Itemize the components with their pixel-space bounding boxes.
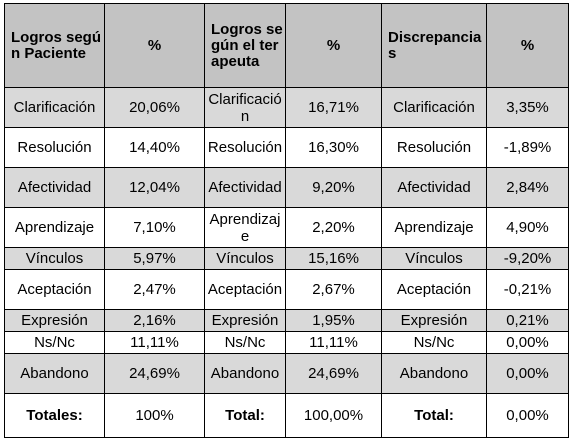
header-percent-paciente: % xyxy=(104,3,205,88)
discrepancy-item-cell: Resolución xyxy=(381,127,487,168)
discrepancy-percent-cell: 0,00% xyxy=(486,353,569,394)
discrepancy-item-cell: Abandono xyxy=(381,353,487,394)
header-logros-terapeuta: Logros según el terapeuta xyxy=(204,3,286,88)
patient-percent-cell: 24,69% xyxy=(104,353,205,394)
discrepancy-percent-cell: -0,21% xyxy=(486,269,569,310)
therapist-percent-cell: 1,95% xyxy=(285,309,382,332)
discrepancy-item-cell: Aprendizaje xyxy=(381,207,487,248)
discrepancy-item-cell: Clarificación xyxy=(381,87,487,128)
patient-item-cell: Resolución xyxy=(4,127,105,168)
discrepancy-percent-cell: 4,90% xyxy=(486,207,569,248)
therapist-percent-cell: 16,71% xyxy=(285,87,382,128)
patient-item-cell: Abandono xyxy=(4,353,105,394)
table-row: Expresión 2,16% Expresión 1,95% Expresión 0,2… xyxy=(4,309,569,332)
patient-percent-cell: 2,47% xyxy=(104,269,205,310)
discrepancy-item-cell: Ns/Nc xyxy=(381,331,487,354)
therapist-item-cell: Resolución xyxy=(204,127,286,168)
discrepancy-percent-cell: 0,21% xyxy=(486,309,569,332)
data-table-container: Logros según Paciente % Logros según el … xyxy=(4,3,569,438)
discrepancy-item-cell: Afectividad xyxy=(381,167,487,208)
therapist-item-cell: Aceptación xyxy=(204,269,286,310)
table-row: Vínculos 5,97% Vínculos 15,16% Vínculos -9,20… xyxy=(4,247,569,270)
therapist-item-cell: Aprendizaje xyxy=(204,207,286,248)
header-discrepancias: Discrepancias xyxy=(381,3,487,88)
patient-percent-cell: 11,11% xyxy=(104,331,205,354)
patient-percent-cell: 12,04% xyxy=(104,167,205,208)
patient-item-cell: Clarificación xyxy=(4,87,105,128)
table-body: Clarificación 20,06% Clarificación 16,71% Cl… xyxy=(4,87,569,394)
therapist-item-cell: Abandono xyxy=(204,353,286,394)
table-row: Aprendizaje 7,10% Aprendizaje 2,20% Aprendiz… xyxy=(4,207,569,248)
table-row: Resolución 14,40% Resolución 16,30% Resoluci… xyxy=(4,127,569,168)
discrepancy-percent-cell: 2,84% xyxy=(486,167,569,208)
totals-label-paciente: Totales: xyxy=(4,393,105,438)
therapist-item-cell: Clarificación xyxy=(204,87,286,128)
discrepancy-item-cell: Aceptación xyxy=(381,269,487,310)
header-logros-paciente: Logros según Paciente xyxy=(4,3,105,88)
table-row: Ns/Nc 11,11% Ns/Nc 11,11% Ns/Nc 0,00% xyxy=(4,331,569,354)
discrepancy-item-cell: Expresión xyxy=(381,309,487,332)
header-percent-discrepancias: % xyxy=(486,3,569,88)
patient-item-cell: Vínculos xyxy=(4,247,105,270)
therapist-percent-cell: 9,20% xyxy=(285,167,382,208)
therapist-item-cell: Vínculos xyxy=(204,247,286,270)
patient-item-cell: Aceptación xyxy=(4,269,105,310)
therapist-item-cell: Afectividad xyxy=(204,167,286,208)
therapist-percent-cell: 15,16% xyxy=(285,247,382,270)
patient-percent-cell: 5,97% xyxy=(104,247,205,270)
discrepancy-percent-cell: 0,00% xyxy=(486,331,569,354)
discrepancy-percent-cell: -1,89% xyxy=(486,127,569,168)
totals-value-paciente: 100% xyxy=(104,393,205,438)
therapist-item-cell: Ns/Nc xyxy=(204,331,286,354)
patient-percent-cell: 20,06% xyxy=(104,87,205,128)
table-row: Clarificación 20,06% Clarificación 16,71% Cl… xyxy=(4,87,569,128)
discrepancy-percent-cell: -9,20% xyxy=(486,247,569,270)
header-row: Logros según Paciente % Logros según el … xyxy=(4,3,569,88)
header-percent-terapeuta: % xyxy=(285,3,382,88)
totals-label-terapeuta: Total: xyxy=(204,393,286,438)
therapist-percent-cell: 11,11% xyxy=(285,331,382,354)
totals-value-discrepancias: 0,00% xyxy=(486,393,569,438)
patient-item-cell: Aprendizaje xyxy=(4,207,105,248)
patient-percent-cell: 14,40% xyxy=(104,127,205,168)
totals-label-discrepancias: Total: xyxy=(381,393,487,438)
totals-value-terapeuta: 100,00% xyxy=(285,393,382,438)
discrepancy-item-cell: Vínculos xyxy=(381,247,487,270)
therapist-percent-cell: 2,20% xyxy=(285,207,382,248)
therapist-item-cell: Expresión xyxy=(204,309,286,332)
patient-percent-cell: 2,16% xyxy=(104,309,205,332)
discrepancy-percent-cell: 3,35% xyxy=(486,87,569,128)
patient-item-cell: Ns/Nc xyxy=(4,331,105,354)
logros-discrepancias-table: Logros según Paciente % Logros según el … xyxy=(4,3,569,438)
patient-percent-cell: 7,10% xyxy=(104,207,205,248)
therapist-percent-cell: 2,67% xyxy=(285,269,382,310)
patient-item-cell: Expresión xyxy=(4,309,105,332)
patient-item-cell: Afectividad xyxy=(4,167,105,208)
totals-row: Totales: 100% Total: 100,00% Total: 0,00… xyxy=(4,393,569,438)
table-row: Abandono 24,69% Abandono 24,69% Abandono 0,00… xyxy=(4,353,569,394)
therapist-percent-cell: 16,30% xyxy=(285,127,382,168)
table-row: Aceptación 2,47% Aceptación 2,67% Aceptación… xyxy=(4,269,569,310)
table-row: Afectividad 12,04% Afectividad 9,20% Afectiv… xyxy=(4,167,569,208)
therapist-percent-cell: 24,69% xyxy=(285,353,382,394)
